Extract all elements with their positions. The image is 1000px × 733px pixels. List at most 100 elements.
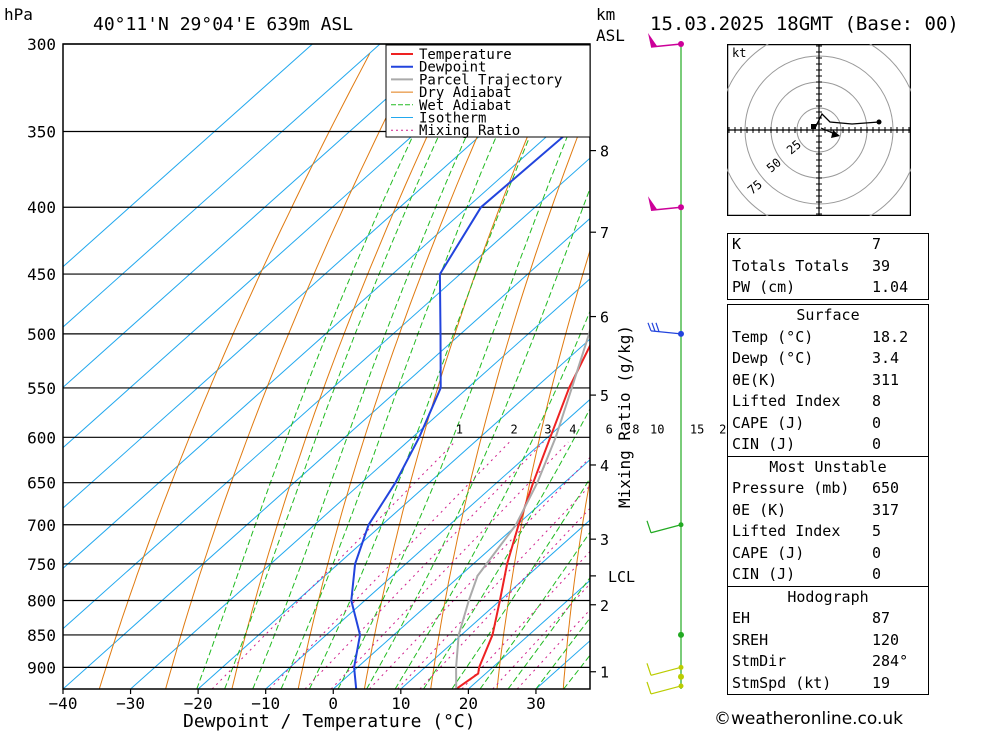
isotherm-line — [63, 44, 313, 268]
isotherm-line — [468, 579, 590, 689]
wet-adiabat-line — [280, 44, 538, 689]
storm-motion-arrow — [831, 130, 840, 138]
hodo-row-stmdir: StmDir 284° — [732, 652, 909, 670]
mu-row-cape: CAPE (J) 0 — [732, 543, 882, 562]
wind-level-dot — [678, 683, 684, 689]
wet-adiabat-line — [535, 617, 590, 689]
x-tick-label: −30 — [116, 694, 145, 713]
background-lines — [63, 44, 590, 689]
surface-row-thetae: θE(K) 311 — [732, 370, 900, 389]
height-tick-label: 1 — [600, 664, 609, 682]
wet-adiabat-line — [507, 576, 590, 689]
legend-label: Parcel Trajectory — [419, 72, 562, 88]
hodograph-trace-end — [876, 119, 882, 125]
hodo-row-eh: EH 87 — [732, 609, 891, 627]
mixing-ratio-label: 8 — [632, 422, 639, 436]
isotherm-line — [130, 278, 590, 689]
height-tick-label: 8 — [600, 143, 609, 161]
wind-level-dot — [678, 664, 684, 670]
profile-temperature — [455, 343, 590, 689]
pressure-tick-label: 350 — [27, 122, 56, 141]
hodo-row-sreh: SREH 120 — [732, 630, 900, 649]
isotherm-line — [332, 459, 590, 689]
isotherm-line — [63, 44, 584, 509]
x-tick-label: −20 — [184, 694, 213, 713]
dry-adiabat-line — [165, 53, 419, 689]
wet-adiabat-line — [252, 44, 509, 689]
mixing-ratio-line — [492, 583, 590, 689]
wind-level-dot — [678, 673, 684, 680]
x-tick-label: 30 — [526, 694, 545, 713]
pressure-tick-label: 600 — [27, 428, 56, 447]
wet-adiabat-line — [337, 79, 590, 689]
wind-level-dot — [678, 631, 684, 638]
profile-dewpoint — [350, 101, 590, 689]
hodograph-trace — [814, 112, 880, 129]
wind-barb-shaft — [650, 685, 682, 695]
mixing-ratio-label: 6 — [606, 422, 613, 436]
wet-adiabat-line — [366, 187, 590, 689]
height-tick-label: 4 — [600, 457, 609, 475]
surface-section-title: Surface — [796, 306, 860, 324]
x-tick-label: 20 — [459, 694, 478, 713]
x-tick-label: 10 — [391, 694, 410, 713]
mixing-ratio-label: 10 — [650, 422, 664, 436]
hodograph-ticks — [728, 45, 910, 215]
plot-frame — [62, 43, 591, 690]
mixing-ratio-label: 1 — [456, 422, 463, 436]
mixing-ratio-labels: 12346810152025 — [456, 422, 757, 436]
location-title: 40°11'N 29°04'E 639m ASL — [93, 14, 353, 35]
wind-barb-shaft — [650, 206, 682, 211]
mixing-ratio-line — [461, 550, 590, 689]
wind-barb-feather — [647, 322, 652, 332]
x-axis-label: Dewpoint / Temperature (°C) — [183, 711, 476, 732]
wind-barb-feather — [646, 663, 652, 676]
height-tick-label: 2 — [600, 597, 609, 615]
isotherm-line — [197, 338, 590, 689]
dry-adiabat-line — [297, 53, 515, 689]
dry-adiabat-line — [562, 477, 590, 689]
isobars: 300 350 400 450 500 550 600 650 700 750 800 850 900 — [27, 35, 590, 677]
mu-row-cin: CIN (J) 0 — [732, 565, 882, 583]
surface-row-cin: CIN (J) 0 — [732, 435, 882, 453]
mixing-ratio-label: 2 — [510, 422, 517, 436]
dry-adiabat-line — [430, 103, 590, 689]
surface-row-temp: Temp (°C) 18.2 — [732, 327, 909, 346]
height-unit-label: km — [596, 5, 615, 24]
wind-barb-shaft — [650, 43, 682, 48]
wind-level-dot — [678, 204, 684, 211]
legend-label: Temperature — [419, 47, 512, 63]
pressure-tick-label: 650 — [27, 474, 56, 493]
wind-barb-shaft — [650, 330, 682, 335]
legend-label: Isotherm — [419, 111, 486, 127]
mu-section-title: Most Unstable — [728, 455, 928, 479]
isotherm-line — [63, 97, 590, 570]
mixing-ratio-label: 3 — [544, 422, 551, 436]
dry-adiabat-line — [496, 248, 590, 689]
hodo-row-stmspd: StmSpd (kt) 19 — [732, 673, 891, 692]
pressure-tick-label: 900 — [27, 658, 56, 677]
wet-adiabat-line — [196, 44, 458, 689]
pressure-tick-label: 700 — [27, 516, 56, 535]
wind-barb-flag — [648, 196, 657, 211]
wind-barb-feather — [646, 681, 652, 695]
wind-barb-feather — [646, 520, 652, 533]
legend-label: Mixing Ratio — [419, 123, 520, 139]
x-axis-ticks: −40 −30 −20 −10 0 10 20 30 — [49, 689, 546, 713]
datetime-title: 15.03.2025 18GMT (Base: 00) — [650, 13, 959, 35]
mixing-ratio-axis-label: Mixing Ratio (g/kg) — [615, 325, 634, 508]
height-unit-label-asl: ASL — [596, 26, 625, 45]
pressure-tick-label: 550 — [27, 379, 56, 398]
isotherm-line — [63, 44, 381, 328]
height-tick-label: 7 — [600, 224, 609, 242]
pressure-unit-label: hPa — [4, 5, 33, 24]
pressure-tick-label: 850 — [27, 626, 56, 645]
mixing-ratio-label: 15 — [690, 422, 704, 436]
wind-level-dot — [678, 330, 684, 337]
surface-row-cape: CAPE (J) 0 — [732, 413, 882, 432]
pressure-tick-label: 300 — [27, 35, 56, 54]
